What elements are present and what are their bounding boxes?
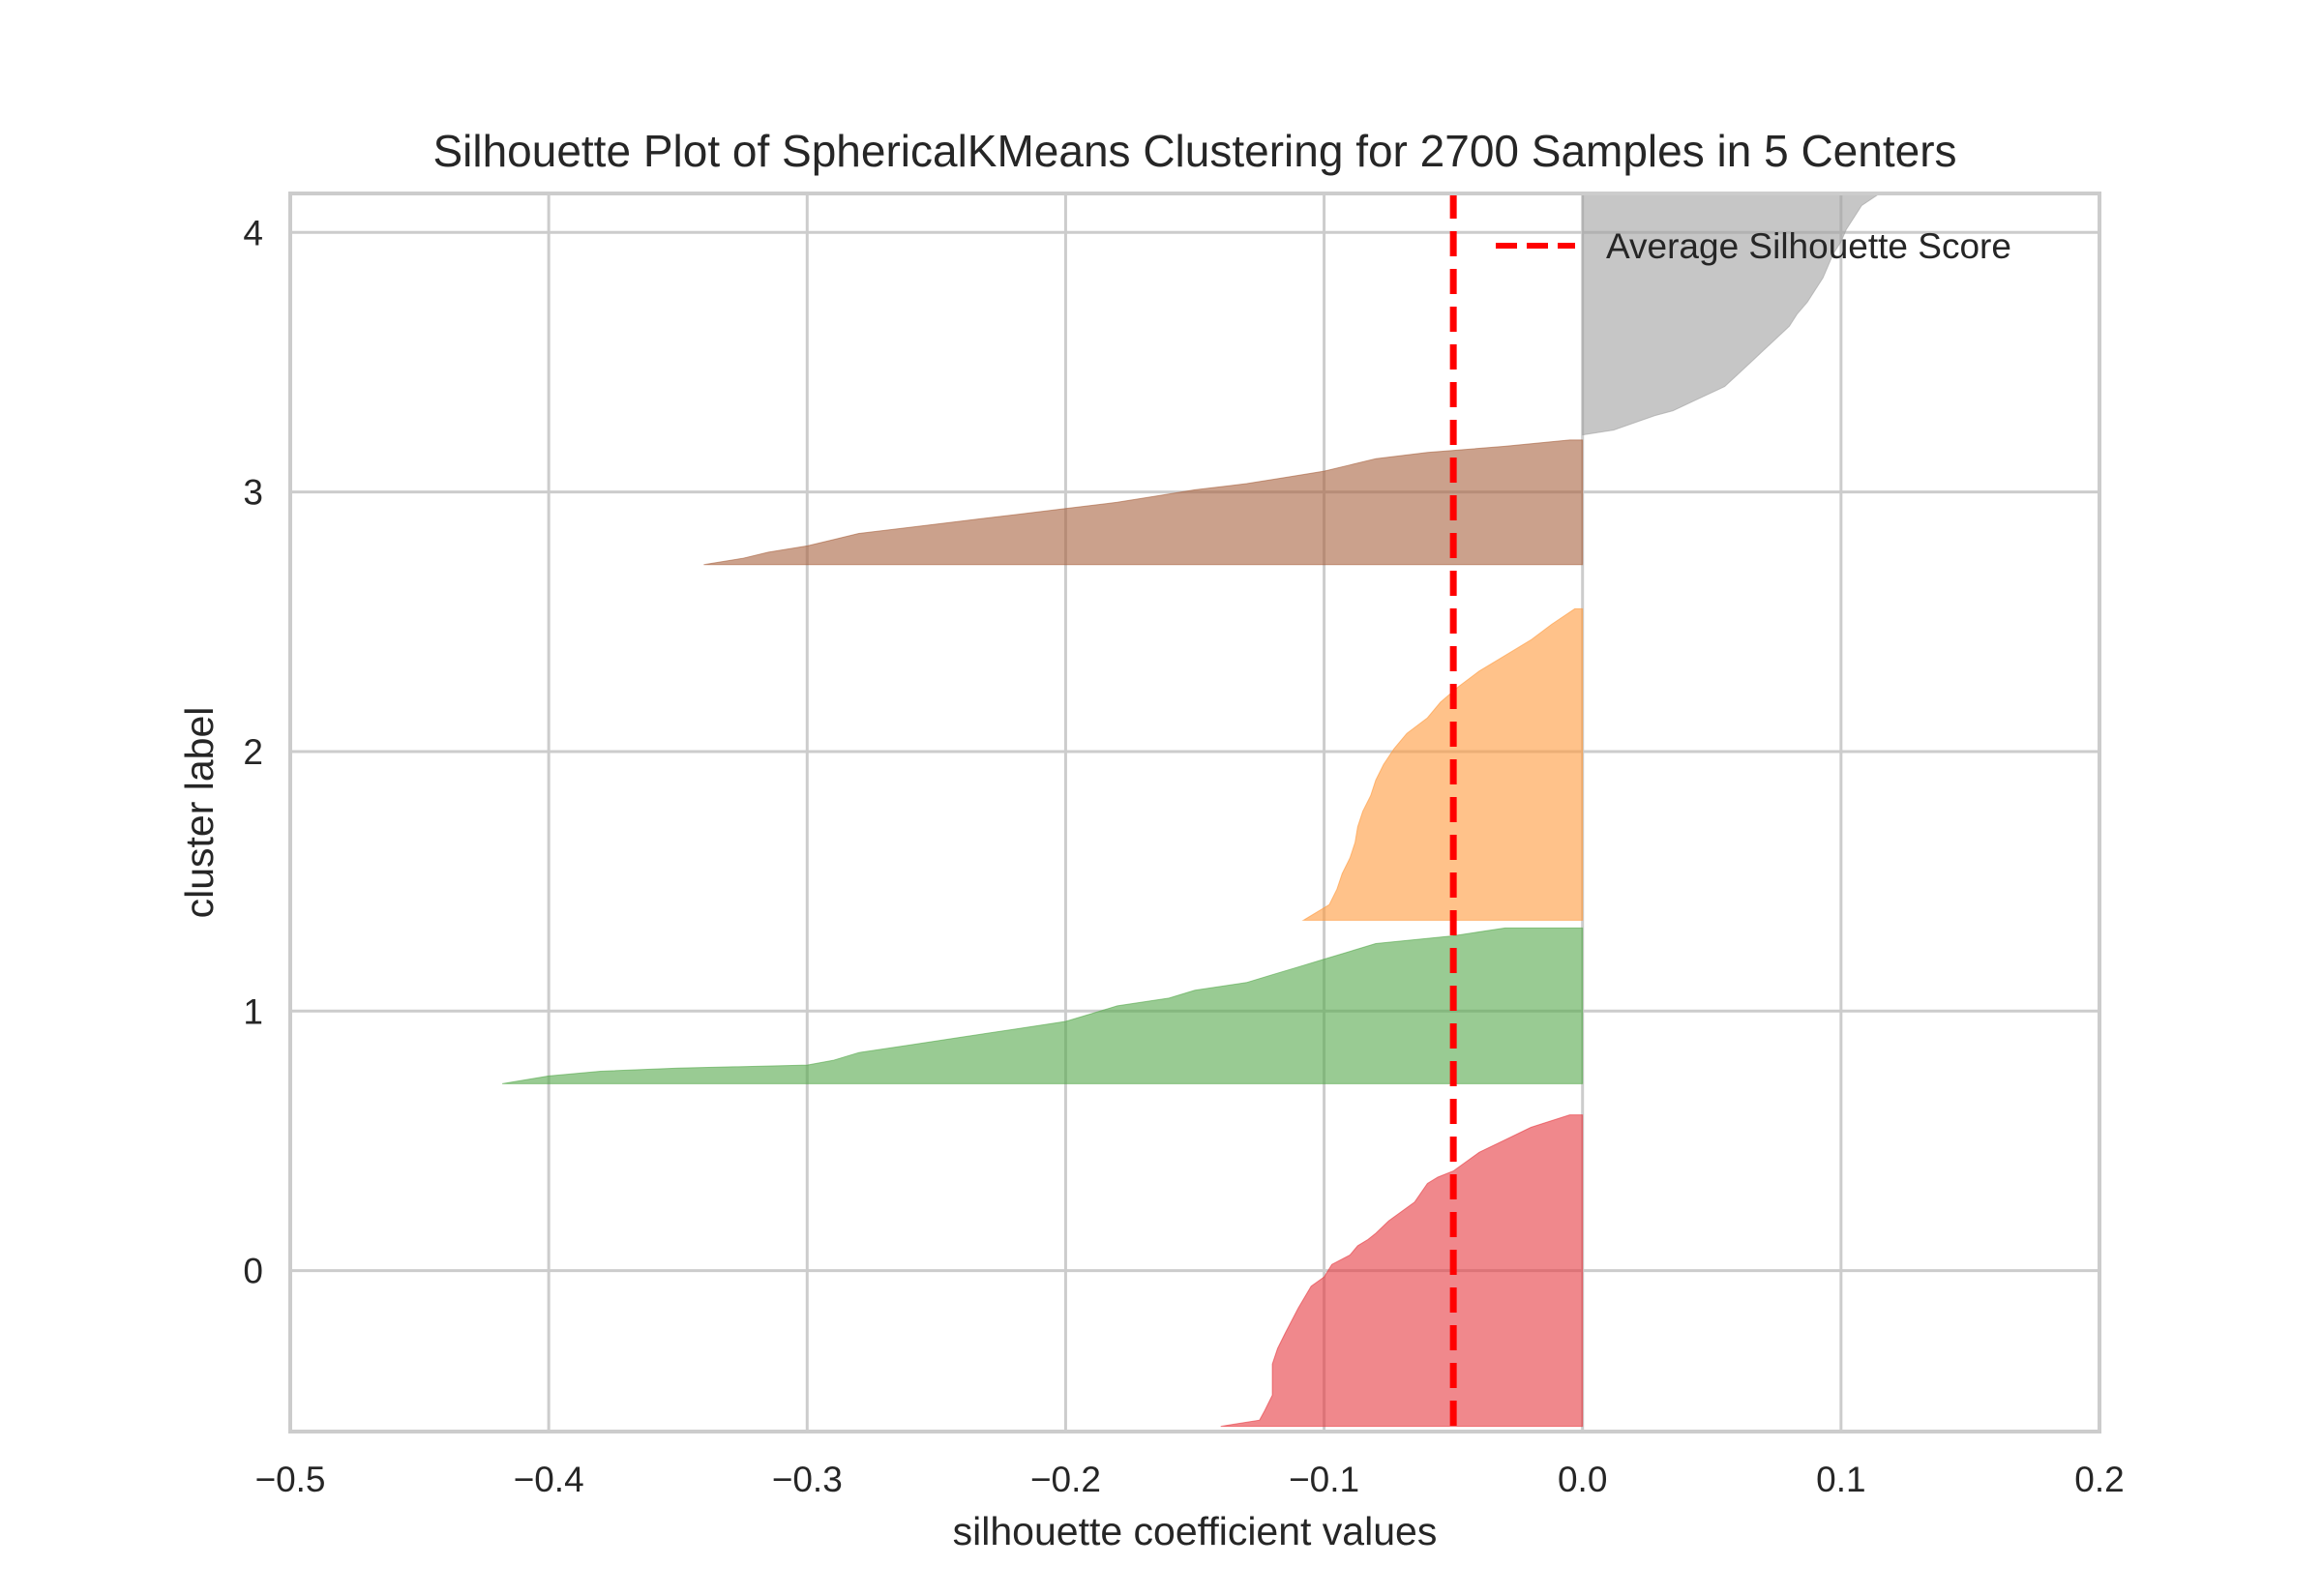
x-axis-label: silhouette coefficient values (953, 1509, 1438, 1553)
silhouette-cluster-0 (1220, 1114, 1584, 1428)
y-axis-label: cluster label (177, 707, 222, 919)
silhouette-cluster-3 (703, 439, 1584, 566)
x-tick-label: −0.1 (1289, 1460, 1359, 1499)
y-tick-label: 1 (243, 991, 263, 1031)
silhouette-areas (502, 192, 1882, 1428)
plot-area (290, 193, 2099, 1432)
silhouette-cluster-2 (1301, 607, 1584, 921)
x-tick-label: −0.4 (514, 1460, 584, 1499)
legend: Average Silhouette Score (1496, 226, 2011, 266)
x-tick-label: 0.1 (1816, 1460, 1865, 1499)
y-axis-ticks: 0 1 2 3 4 (243, 213, 263, 1290)
y-tick-label: 0 (243, 1252, 263, 1291)
y-tick-label: 2 (243, 732, 263, 772)
x-tick-label: 0.0 (1558, 1460, 1607, 1499)
x-axis-ticks: −0.5 −0.4 −0.3 −0.2 −0.1 0.0 0.1 0.2 (254, 1460, 2124, 1499)
silhouette-cluster-4 (1582, 192, 1882, 436)
x-tick-label: −0.5 (254, 1460, 325, 1499)
y-tick-label: 3 (243, 473, 263, 513)
silhouette-cluster-1 (502, 927, 1584, 1084)
legend-average-score-label: Average Silhouette Score (1606, 226, 2011, 266)
y-tick-label: 4 (243, 213, 263, 252)
x-tick-label: −0.2 (1030, 1460, 1101, 1499)
x-tick-label: 0.2 (2074, 1460, 2124, 1499)
plot-frame (288, 192, 2101, 1433)
x-tick-label: −0.3 (772, 1460, 843, 1499)
chart-title: Silhouette Plot of SphericalKMeans Clust… (432, 126, 1956, 176)
